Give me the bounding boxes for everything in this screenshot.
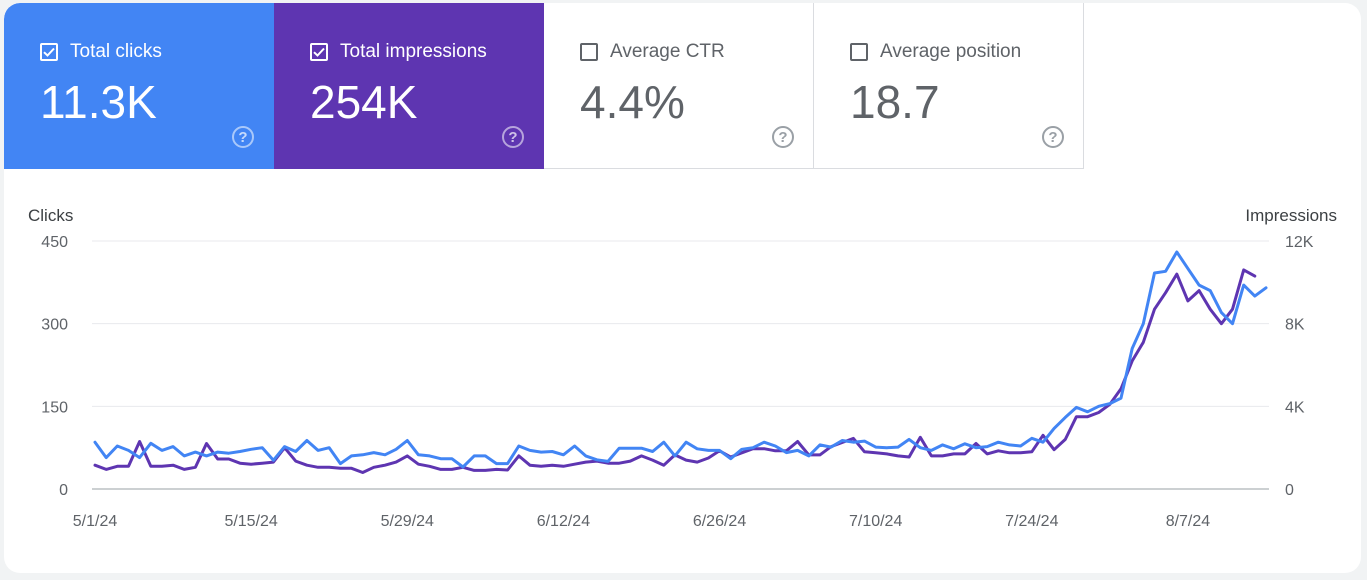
left-axis-tick-label: 300 [41,317,68,334]
checkbox-unchecked-icon[interactable] [850,43,868,61]
checkbox-checked-icon[interactable] [40,43,58,61]
x-axis-tick-label: 8/7/24 [1166,513,1211,530]
metric-header: Average position [850,41,1021,63]
metric-header: Total clicks [40,41,162,63]
metric-average-position[interactable]: Average position 18.7 ? [814,3,1084,169]
metric-cards: Total clicks 11.3K ? Total impressions 2… [4,3,1084,169]
metric-total-clicks[interactable]: Total clicks 11.3K ? [4,3,274,169]
x-axis-tick-label: 7/10/24 [849,513,902,530]
metric-label: Total clicks [70,41,162,62]
help-icon[interactable]: ? [1042,126,1064,148]
help-icon[interactable]: ? [502,126,524,148]
x-axis-tick-label: 6/12/24 [537,513,590,530]
metric-header: Total impressions [310,41,487,63]
help-icon[interactable]: ? [772,126,794,148]
left-axis-tick-label: 0 [59,482,68,499]
x-axis-tick-label: 6/26/24 [693,513,746,530]
x-axis-tick-label: 7/24/24 [1005,513,1058,530]
performance-line-chart[interactable]: 0 150 300 450 0 4K 8K 12K 5/1/24 5/15/24 5/29/24… [4,3,1361,573]
right-axis-tick-label: 12K [1285,234,1314,251]
metric-value: 11.3K [40,76,157,128]
x-axis-tick-label: 5/1/24 [73,513,118,530]
checkbox-unchecked-icon[interactable] [580,43,598,61]
metric-label: Average CTR [610,41,725,62]
impressions-series-line[interactable] [93,268,1257,474]
right-axis-title: Impressions [1245,206,1337,225]
metric-value: 18.7 [850,76,940,128]
metric-total-impressions[interactable]: Total impressions 254K ? [274,3,544,169]
metric-value: 4.4% [580,76,685,128]
metric-label: Total impressions [340,41,487,62]
checkbox-checked-icon[interactable] [310,43,328,61]
performance-card: Total clicks 11.3K ? Total impressions 2… [4,3,1361,573]
help-icon[interactable]: ? [232,126,254,148]
right-axis-tick-label: 4K [1285,399,1305,416]
x-axis-tick-label: 5/15/24 [224,513,277,530]
metric-average-ctr[interactable]: Average CTR 4.4% ? [544,3,814,169]
metric-header: Average CTR [580,41,725,63]
clicks-series-line[interactable] [93,250,1268,469]
right-axis-tick-label: 0 [1285,482,1294,499]
x-axis-tick-label: 5/29/24 [381,513,434,530]
right-axis-tick-label: 8K [1285,317,1305,334]
left-axis-tick-label: 450 [41,234,68,251]
metric-label: Average position [880,41,1022,62]
metric-value: 254K [310,76,418,128]
left-axis-title: Clicks [28,206,74,225]
left-axis-tick-label: 150 [41,399,68,416]
